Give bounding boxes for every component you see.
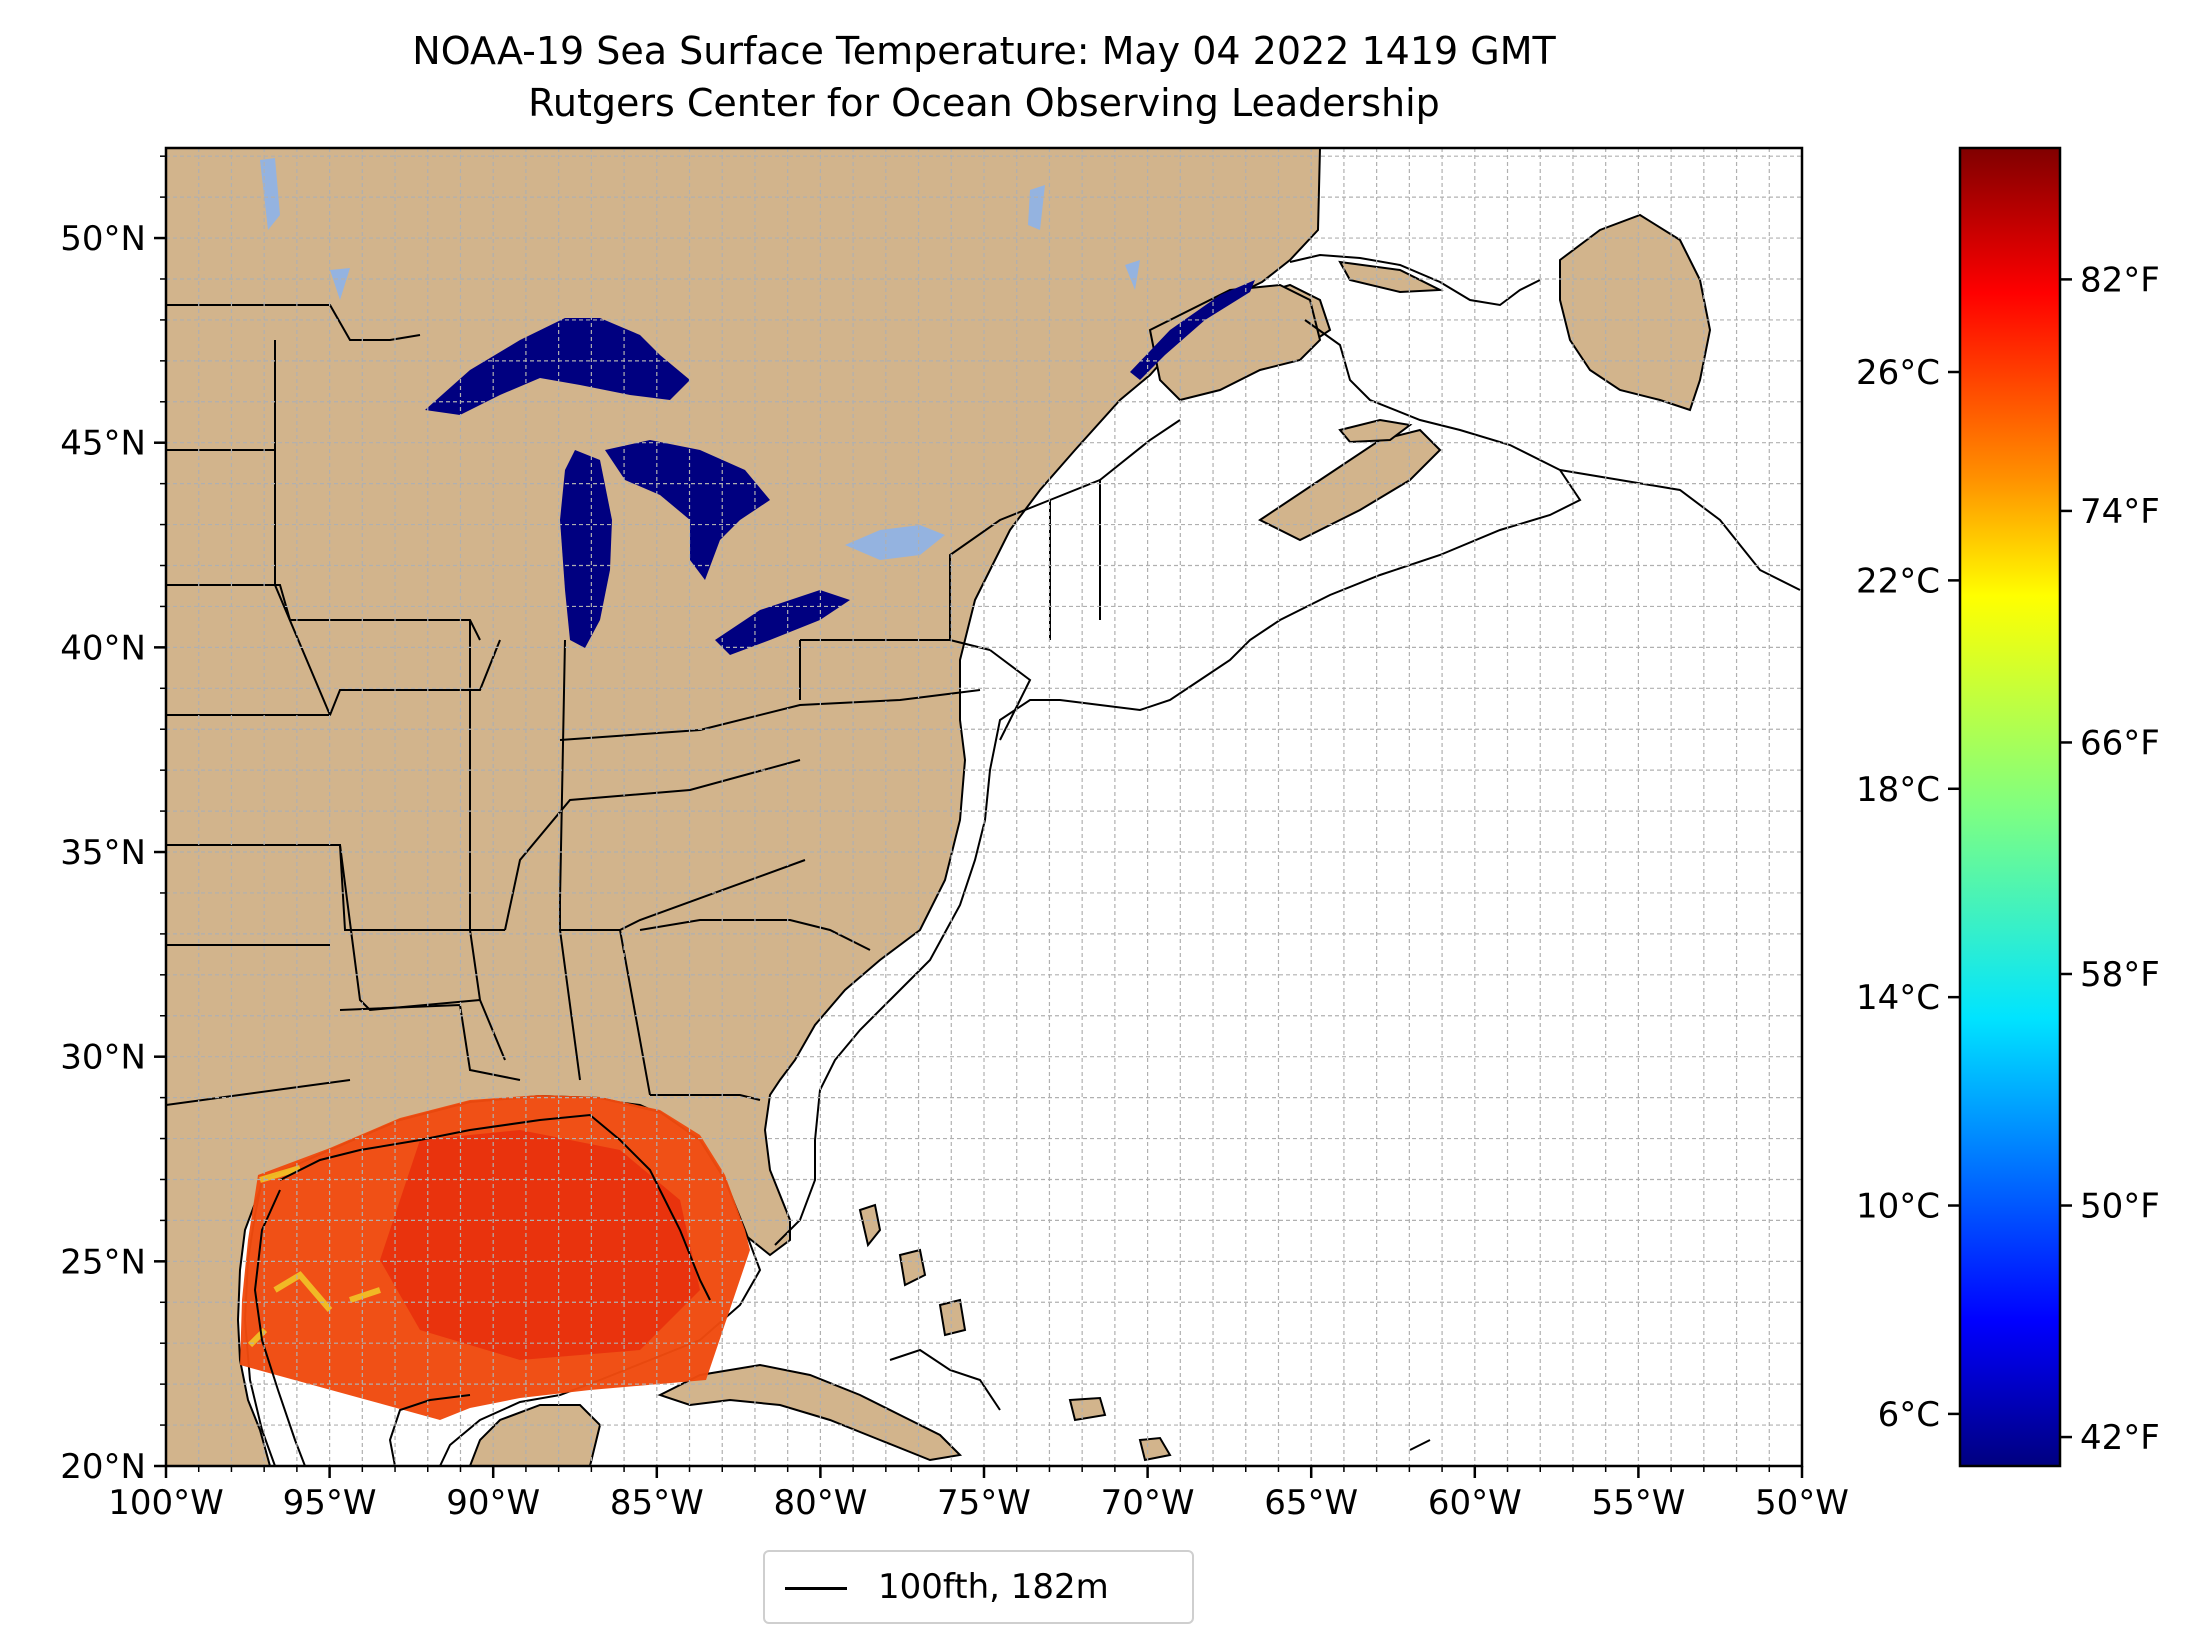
y-tick-label: 30°N xyxy=(60,1038,146,1078)
legend-line-swatch xyxy=(785,1587,847,1590)
x-tick-label: 85°W xyxy=(610,1483,704,1523)
colorbar-f-label: 74°F xyxy=(2080,492,2160,532)
y-tick-label: 50°N xyxy=(60,219,146,259)
colorbar-c-label: 6°C xyxy=(1878,1395,1940,1435)
map-area xyxy=(166,148,1802,1466)
colorbar-f-label: 50°F xyxy=(2080,1187,2160,1227)
x-tick-label: 60°W xyxy=(1428,1483,1522,1523)
colorbar-celsius-axis: 6°C 10°C 14°C 18°C 22°C 26°C xyxy=(1856,353,1960,1435)
lake-ontario xyxy=(845,525,945,560)
x-tick-label: 75°W xyxy=(937,1483,1031,1523)
legend: 100fth, 182m xyxy=(763,1550,1194,1624)
x-tick-label: 50°W xyxy=(1755,1483,1849,1523)
sst-cool-filaments xyxy=(247,1165,381,1348)
lake-huron xyxy=(605,440,770,580)
colorbar-fahrenheit-axis: 42°F 50°F 58°F 66°F 74°F 82°F xyxy=(2060,260,2160,1458)
lake-erie xyxy=(715,590,850,655)
y-tick-label: 25°N xyxy=(60,1242,146,1282)
legend-label: 100fth, 182m xyxy=(878,1567,1109,1607)
x-tick-label: 65°W xyxy=(1264,1483,1358,1523)
colorbar-f-label: 82°F xyxy=(2080,260,2160,300)
lake-superior xyxy=(425,318,690,415)
y-axis: 20°N 25°N 30°N 35°N 40°N 45°N 50°N xyxy=(60,155,166,1487)
colorbar-c-label: 26°C xyxy=(1856,353,1940,393)
y-tick-label: 45°N xyxy=(60,424,146,464)
map-subtitle: Rutgers Center for Ocean Observing Leade… xyxy=(528,81,1440,125)
colorbar-f-label: 58°F xyxy=(2080,955,2160,995)
x-tick-label: 70°W xyxy=(1101,1483,1195,1523)
x-axis: 100°W 95°W 90°W 85°W 80°W 75°W 70°W 65°W 60°W 55°… xyxy=(108,1466,1849,1523)
quebec-shore-land xyxy=(1148,283,1322,402)
pei-land xyxy=(1338,418,1413,444)
colorbar-f-label: 42°F xyxy=(2080,1418,2160,1458)
y-tick-label: 20°N xyxy=(60,1447,146,1487)
colorbar xyxy=(1958,146,2062,1468)
state-borders xyxy=(166,304,1181,1106)
st-lawrence xyxy=(1130,280,1255,380)
x-tick-label: 90°W xyxy=(446,1483,540,1523)
x-tick-label: 80°W xyxy=(773,1483,867,1523)
lake-michigan xyxy=(560,450,612,648)
y-tick-label: 35°N xyxy=(60,833,146,873)
colorbar-c-label: 10°C xyxy=(1856,1187,1940,1227)
y-tick-label: 40°N xyxy=(60,628,146,668)
colorbar-c-label: 18°C xyxy=(1856,770,1940,810)
colorbar-c-label: 22°C xyxy=(1856,561,1940,601)
x-tick-label: 55°W xyxy=(1591,1483,1685,1523)
isobath-100fth xyxy=(253,253,1801,1466)
x-tick-label: 95°W xyxy=(283,1483,377,1523)
cuba-land xyxy=(657,1363,963,1462)
anticosti-land xyxy=(1338,260,1444,294)
nova-scotia-land xyxy=(1258,428,1442,542)
graticule xyxy=(166,148,1802,1466)
map-title: NOAA-19 Sea Surface Temperature: May 04 … xyxy=(412,29,1556,73)
colorbar-c-label: 14°C xyxy=(1856,978,1940,1018)
x-tick-label: 100°W xyxy=(108,1483,224,1523)
colorbar-f-label: 66°F xyxy=(2080,723,2160,763)
bahamas-islands xyxy=(858,1203,1172,1462)
